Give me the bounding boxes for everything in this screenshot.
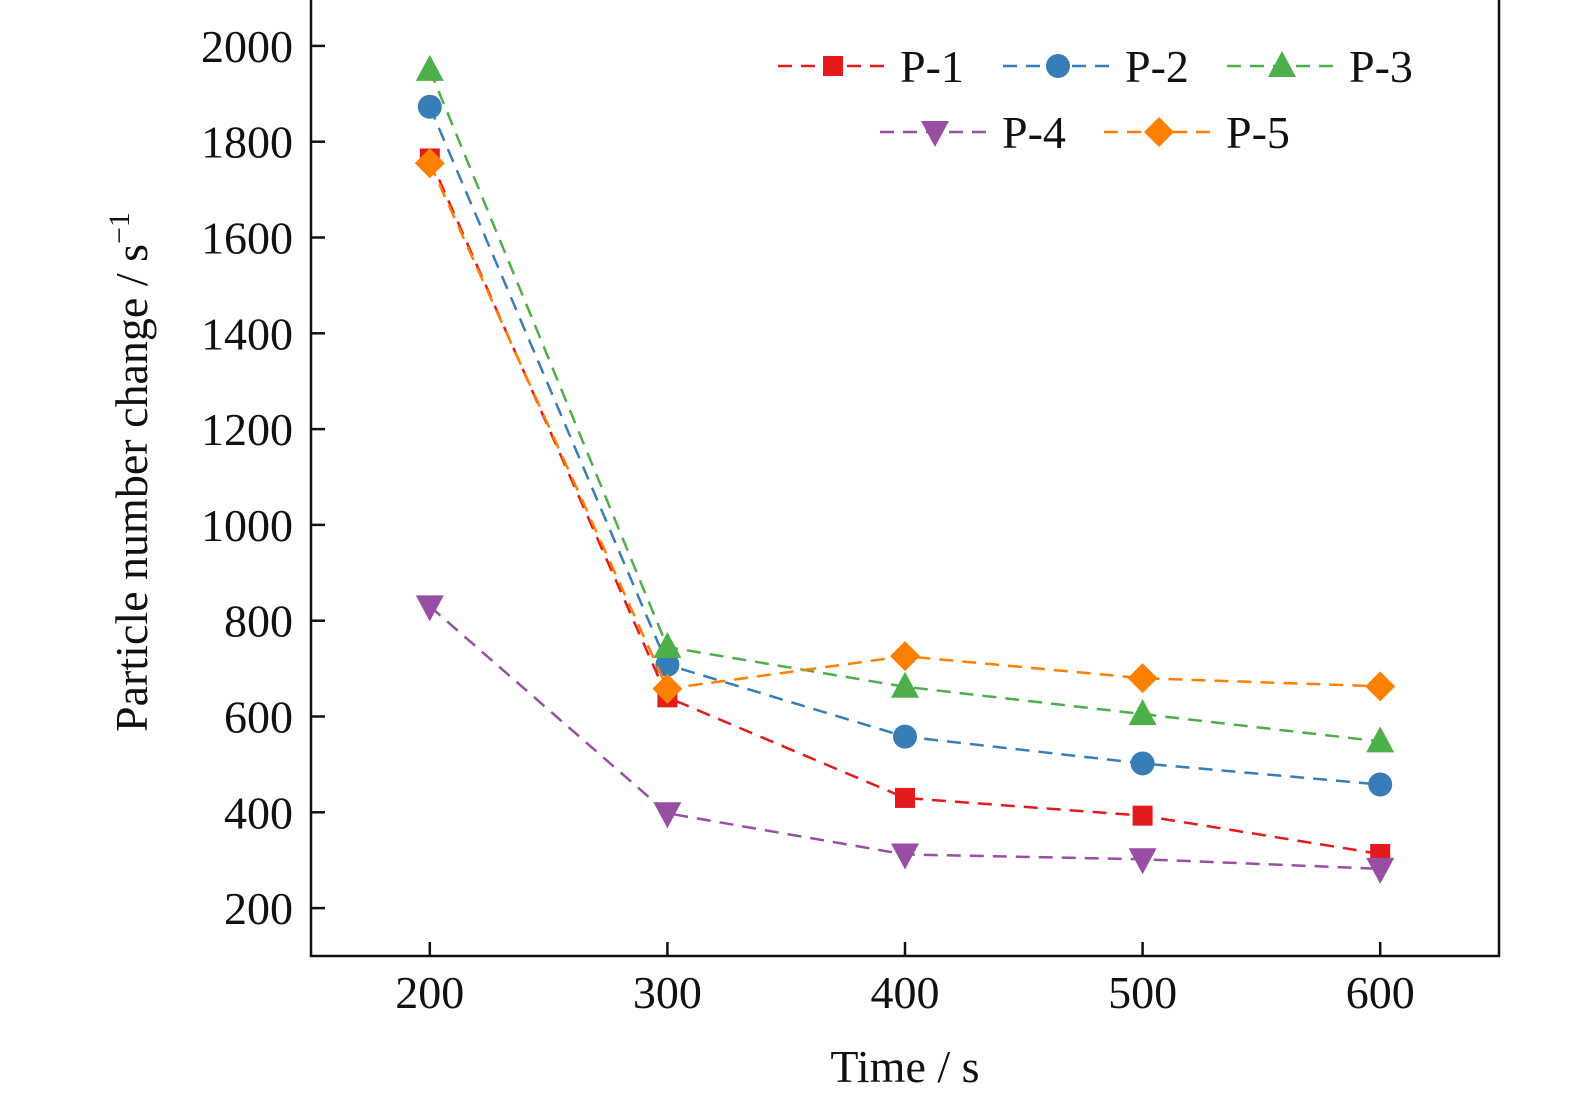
x-tick-label: 600 bbox=[1346, 967, 1415, 1018]
series-p-5 bbox=[414, 148, 1396, 704]
y-tick-label: 1400 bbox=[201, 308, 293, 359]
data-point-p-3 bbox=[653, 632, 682, 659]
data-point-p-3 bbox=[1366, 726, 1395, 753]
legend-item-p-5: P-5 bbox=[1104, 107, 1290, 158]
y-axis-label-main: Particle number change / s bbox=[106, 244, 157, 732]
data-point-p-4 bbox=[653, 802, 682, 829]
legend-item-p-1: P-1 bbox=[778, 41, 964, 92]
data-point-p-2 bbox=[1368, 772, 1393, 797]
y-axis-ticks: 200 400 600 800 1000 1200 1400 1600 1800 2000 bbox=[201, 21, 325, 934]
y-tick-label: 1000 bbox=[201, 500, 293, 551]
legend-marker-p-4 bbox=[921, 121, 949, 147]
x-axis-label: Time / s bbox=[830, 1041, 979, 1092]
x-tick-label: 500 bbox=[1108, 967, 1177, 1018]
data-point-p-4 bbox=[891, 843, 919, 870]
data-point-p-4 bbox=[415, 595, 444, 622]
data-point-p-3 bbox=[415, 54, 444, 81]
data-point-p-5 bbox=[890, 641, 920, 672]
legend-item-p-4: P-4 bbox=[880, 107, 1066, 158]
series-p-1 bbox=[419, 148, 1391, 864]
data-point-p-1 bbox=[895, 787, 915, 808]
legend-marker-p-1 bbox=[823, 56, 843, 76]
data-point-p-2 bbox=[893, 724, 917, 749]
data-point-p-2 bbox=[1130, 751, 1155, 776]
data-point-p-5 bbox=[414, 148, 445, 179]
legend-label-p-5: P-5 bbox=[1226, 107, 1290, 158]
legend-item-p-2: P-2 bbox=[1003, 41, 1189, 92]
series-p-2 bbox=[417, 94, 1393, 797]
data-point-p-5 bbox=[1365, 671, 1396, 702]
y-tick-label: 1800 bbox=[201, 117, 293, 168]
data-point-p-4 bbox=[1366, 857, 1395, 884]
y-tick-label: 1600 bbox=[201, 213, 293, 264]
data-point-p-3 bbox=[891, 671, 919, 698]
data-point-p-2 bbox=[655, 652, 680, 677]
y-tick-label: 1200 bbox=[201, 404, 293, 455]
data-point-p-2 bbox=[417, 94, 442, 119]
legend-label-p-3: P-3 bbox=[1349, 41, 1413, 92]
data-point-p-5 bbox=[652, 673, 683, 704]
series-layer bbox=[414, 54, 1396, 884]
y-tick-label: 800 bbox=[224, 596, 293, 647]
legend-item-p-3: P-3 bbox=[1227, 41, 1413, 92]
legend-label-p-1: P-1 bbox=[900, 41, 964, 92]
x-tick-label: 300 bbox=[633, 967, 702, 1018]
legend-label-p-4: P-4 bbox=[1002, 107, 1066, 158]
plot-frame bbox=[309, 0, 1501, 958]
legend-marker-p-2 bbox=[1046, 54, 1070, 78]
series-p-3 bbox=[415, 54, 1395, 753]
series-line-p-5 bbox=[428, 162, 1381, 691]
y-tick-label: 400 bbox=[224, 787, 293, 838]
y-tick-label: 600 bbox=[224, 692, 293, 743]
x-tick-label: 200 bbox=[395, 967, 464, 1018]
series-p-4 bbox=[415, 595, 1395, 884]
x-axis-ticks: 200 300 400 500 600 bbox=[395, 942, 1415, 1018]
data-point-p-5 bbox=[1127, 663, 1158, 694]
legend: P-1 P-2 P-3 P-4 P-5 bbox=[778, 41, 1413, 158]
y-axis-label: Particle number change / s−1 bbox=[103, 212, 157, 732]
legend-label-p-2: P-2 bbox=[1125, 41, 1189, 92]
y-axis-label-superscript: −1 bbox=[103, 212, 136, 244]
y-tick-label: 2000 bbox=[201, 21, 293, 72]
series-line-p-3 bbox=[428, 69, 1381, 743]
data-point-p-1 bbox=[1132, 805, 1153, 826]
data-point-p-3 bbox=[1128, 699, 1157, 726]
series-line-p-1 bbox=[428, 157, 1381, 856]
x-tick-label: 400 bbox=[871, 967, 940, 1018]
y-tick-label: 200 bbox=[224, 883, 293, 934]
legend-marker-p-5 bbox=[1144, 117, 1174, 147]
legend-marker-p-3 bbox=[1268, 51, 1296, 77]
data-point-p-4 bbox=[1128, 848, 1157, 875]
